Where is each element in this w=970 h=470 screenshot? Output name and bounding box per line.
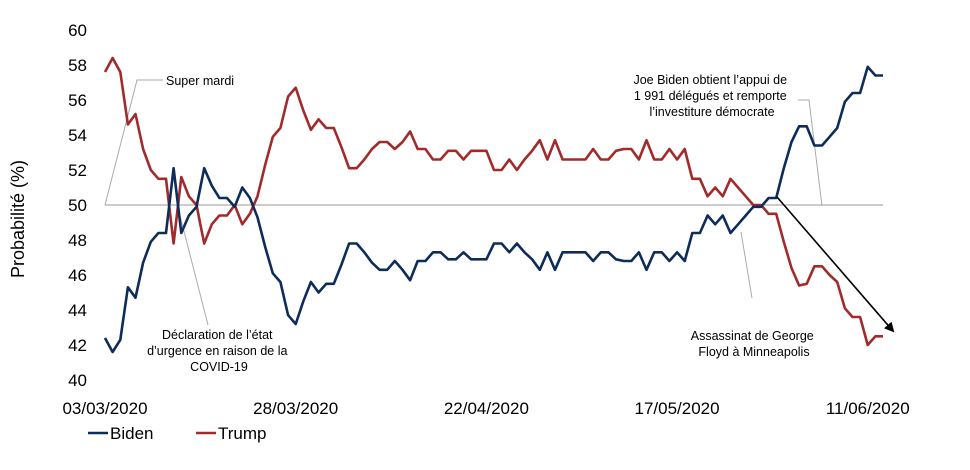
x-tick-label: 03/03/2020 bbox=[62, 399, 147, 418]
annotation-floyd-line-1: Assassinat de George bbox=[691, 329, 814, 343]
annotation-etat-urgence-line-3: COVID-19 bbox=[190, 360, 248, 374]
y-tick-label: 44 bbox=[68, 301, 87, 320]
annotation-super-mardi: Super mardi bbox=[166, 74, 234, 88]
x-tick-label: 11/06/2020 bbox=[826, 399, 910, 418]
annotation-biden-line-3: l’investiture démocrate bbox=[649, 105, 774, 119]
x-tick-labels: 03/03/2020 28/03/2020 22/04/2020 17/05/2020… bbox=[62, 399, 909, 418]
y-tick-label: 52 bbox=[68, 161, 87, 180]
y-tick-label: 46 bbox=[68, 266, 87, 285]
y-tick-label: 60 bbox=[68, 21, 87, 40]
legend: Biden Trump bbox=[88, 424, 267, 443]
annotation-biden-line-1: Joe Biden obtient l’appui de bbox=[633, 73, 787, 87]
x-tick-label: 17/05/2020 bbox=[635, 399, 720, 418]
legend-label-trump: Trump bbox=[218, 424, 267, 443]
y-tick-label: 54 bbox=[68, 126, 87, 145]
annotation-floyd-line-2: Floyd à Minneapolis bbox=[698, 345, 809, 359]
x-tick-label: 22/04/2020 bbox=[444, 399, 529, 418]
super-mardi-leader bbox=[104, 79, 163, 206]
annotation-etat-urgence: Déclaration de l’état d’urgence en raiso… bbox=[147, 328, 291, 374]
y-tick-label: 40 bbox=[68, 371, 87, 390]
y-tick-label: 48 bbox=[68, 231, 87, 250]
annotation-george-floyd: Assassinat de George Floyd à Minneapolis bbox=[691, 329, 817, 359]
annotation-etat-urgence-line-1: Déclaration de l’état bbox=[162, 328, 273, 342]
y-tick-label: 42 bbox=[68, 336, 87, 355]
y-tick-label: 56 bbox=[68, 91, 87, 110]
y-axis-label: Probabilité (%) bbox=[8, 160, 28, 278]
etat-urgence-leader bbox=[177, 207, 209, 326]
annotation-etat-urgence-line-2: d’urgence en raison de la bbox=[147, 344, 287, 358]
annotation-biden-line-2: 1 991 délégués et remporte bbox=[634, 89, 787, 103]
x-tick-label: 28/03/2020 bbox=[253, 399, 338, 418]
y-tick-label: 58 bbox=[68, 56, 87, 75]
biden-investiture-leader bbox=[798, 99, 823, 207]
george-floyd-leader bbox=[740, 231, 753, 299]
annotation-biden-investiture: Joe Biden obtient l’appui de 1 991 délég… bbox=[633, 73, 790, 119]
trend-arrow bbox=[776, 196, 895, 333]
legend-label-biden: Biden bbox=[110, 424, 153, 443]
y-tick-labels: 40 42 44 46 48 50 52 54 56 58 60 bbox=[68, 21, 87, 390]
y-tick-label: 50 bbox=[68, 196, 87, 215]
annotation-super-mardi-line: Super mardi bbox=[166, 74, 234, 88]
biden-series-line bbox=[103, 65, 883, 354]
